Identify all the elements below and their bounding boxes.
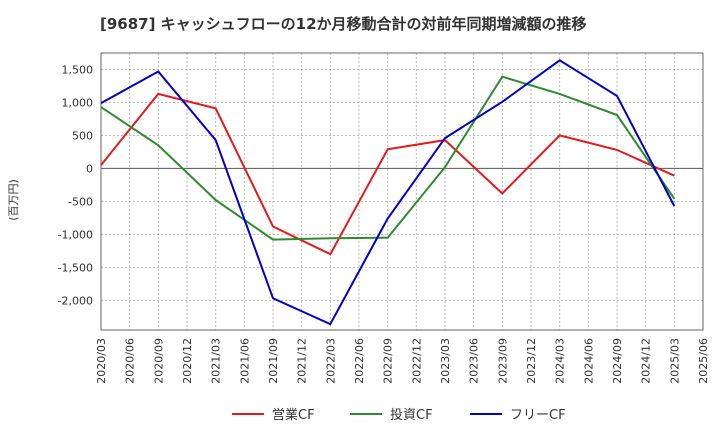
y-tick-label: 1,500	[62, 63, 94, 76]
x-tick-label: 2021/03	[210, 338, 223, 384]
x-tick-label: 2022/12	[410, 338, 423, 384]
x-tick-label: 2020/12	[181, 338, 194, 384]
x-tick-label: 2023/03	[439, 338, 452, 384]
axis-layer: 1,500 1,000 500 0 -500 -1,000 -1,500 -2,000 2020…	[58, 52, 710, 384]
x-tick-label: 2023/12	[525, 338, 538, 384]
x-tick-label: 2022/03	[324, 338, 337, 384]
series-layer	[100, 59, 676, 326]
x-tick-label: 2022/06	[353, 338, 366, 384]
series-line-2	[100, 59, 676, 326]
x-tick-label: 2020/06	[124, 338, 137, 384]
y-tick-label: -2,000	[58, 294, 93, 307]
chart-title: [9687] キャッシュフローの12か月移動合計の対前年同期増減額の推移	[100, 15, 587, 33]
plot-frame	[100, 52, 704, 331]
x-tick-label: 2025/06	[697, 338, 710, 384]
series-line-1	[100, 75, 676, 241]
y-tick-label: -1,500	[58, 261, 93, 274]
y-tick-label: 1,000	[62, 96, 94, 109]
x-tick-label: 2020/09	[152, 338, 165, 384]
x-tick-label: 2021/09	[267, 338, 280, 384]
x-tick-label: 2022/09	[382, 338, 395, 384]
x-tick-label: 2021/12	[296, 338, 309, 384]
x-tick-label: 2023/06	[468, 338, 481, 384]
grid-layer	[100, 53, 704, 330]
x-tick-label: 2024/06	[582, 338, 595, 384]
x-tick-label: 2021/06	[238, 338, 251, 384]
x-tick-label: 2020/03	[95, 338, 108, 384]
series-line-0	[100, 92, 675, 256]
x-tick-label: 2025/03	[668, 338, 681, 384]
x-tick-label: 2024/12	[640, 338, 653, 384]
x-tick-label: 2023/09	[496, 338, 509, 384]
y-tick-label: 500	[72, 129, 93, 142]
x-tick-label: 2024/03	[554, 338, 567, 384]
y-axis-label: (百万円)	[7, 179, 20, 221]
y-tick-label: -1,000	[58, 228, 93, 241]
x-tick-label: 2024/09	[611, 338, 624, 384]
y-tick-label: 0	[86, 162, 93, 175]
legend: 営業CF 投資CF フリーCF	[232, 407, 566, 423]
legend-label-1: 投資CF	[390, 407, 433, 423]
y-tick-label: -500	[68, 195, 93, 208]
legend-label-2: フリーCF	[510, 408, 566, 423]
legend-label-0: 営業CF	[272, 407, 315, 423]
